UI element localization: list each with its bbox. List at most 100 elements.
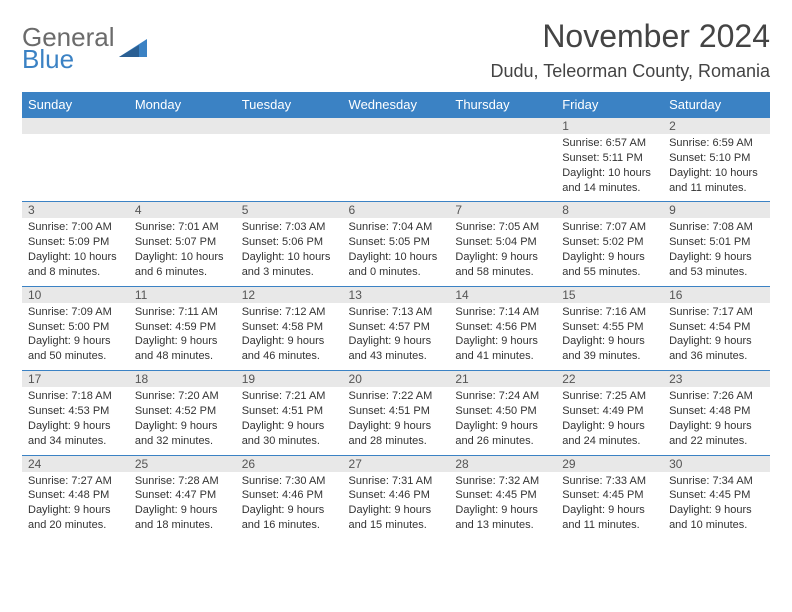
day-number-cell: 17 [22, 371, 129, 388]
day-detail-line: Sunrise: 7:27 AM [28, 474, 123, 489]
day-detail-line: Daylight: 10 hours [349, 250, 444, 265]
day-content-cell: Sunrise: 7:32 AMSunset: 4:45 PMDaylight:… [449, 472, 556, 539]
day-detail-line: Daylight: 9 hours [135, 419, 230, 434]
day-detail-line: and 26 minutes. [455, 434, 550, 449]
day-detail-line: and 30 minutes. [242, 434, 337, 449]
day-detail-line: Daylight: 9 hours [28, 419, 123, 434]
day-detail-line: and 14 minutes. [562, 181, 657, 196]
day-content-cell: Sunrise: 7:34 AMSunset: 4:45 PMDaylight:… [663, 472, 770, 539]
day-detail-line: and 22 minutes. [669, 434, 764, 449]
day-number-cell: 15 [556, 286, 663, 303]
day-content-cell: Sunrise: 7:07 AMSunset: 5:02 PMDaylight:… [556, 218, 663, 286]
day-content-cell: Sunrise: 7:12 AMSunset: 4:58 PMDaylight:… [236, 303, 343, 371]
day-detail-line: Sunset: 4:59 PM [135, 320, 230, 335]
day-detail-line: and 3 minutes. [242, 265, 337, 280]
day-detail-line: Sunset: 4:51 PM [349, 404, 444, 419]
day-detail-line: Sunrise: 7:16 AM [562, 305, 657, 320]
day-detail-line: and 16 minutes. [242, 518, 337, 533]
day-content-cell: Sunrise: 7:03 AMSunset: 5:06 PMDaylight:… [236, 218, 343, 286]
day-detail-line: Daylight: 9 hours [455, 419, 550, 434]
day-detail-line: and 18 minutes. [135, 518, 230, 533]
day-detail-line: Daylight: 9 hours [562, 503, 657, 518]
day-detail-line: Sunrise: 7:21 AM [242, 389, 337, 404]
day-content-cell: Sunrise: 7:22 AMSunset: 4:51 PMDaylight:… [343, 387, 450, 455]
day-number-cell [22, 118, 129, 135]
day-number-cell: 27 [343, 455, 450, 472]
day-detail-line: and 32 minutes. [135, 434, 230, 449]
day-detail-line: and 20 minutes. [28, 518, 123, 533]
day-detail-line: Sunset: 4:56 PM [455, 320, 550, 335]
day-number-cell: 22 [556, 371, 663, 388]
day-content-cell [449, 134, 556, 202]
day-detail-line: Sunrise: 6:57 AM [562, 136, 657, 151]
day-detail-line: Sunset: 5:02 PM [562, 235, 657, 250]
day-detail-line: and 50 minutes. [28, 349, 123, 364]
day-content-cell: Sunrise: 7:30 AMSunset: 4:46 PMDaylight:… [236, 472, 343, 539]
day-detail-line: Sunset: 4:46 PM [349, 488, 444, 503]
day-detail-line: Daylight: 9 hours [455, 503, 550, 518]
week-content-row: Sunrise: 7:18 AMSunset: 4:53 PMDaylight:… [22, 387, 770, 455]
day-details: Sunrise: 7:20 AMSunset: 4:52 PMDaylight:… [129, 387, 236, 452]
day-detail-line: Daylight: 9 hours [242, 419, 337, 434]
logo: General Blue [22, 18, 147, 72]
day-content-cell: Sunrise: 7:16 AMSunset: 4:55 PMDaylight:… [556, 303, 663, 371]
day-detail-line: Daylight: 9 hours [28, 334, 123, 349]
day-detail-line: Sunrise: 7:20 AM [135, 389, 230, 404]
day-detail-line: Sunset: 4:45 PM [669, 488, 764, 503]
day-number-cell: 12 [236, 286, 343, 303]
day-detail-line: Sunset: 4:49 PM [562, 404, 657, 419]
day-number-cell: 7 [449, 202, 556, 219]
day-detail-line: and 6 minutes. [135, 265, 230, 280]
day-detail-line: Daylight: 9 hours [669, 250, 764, 265]
day-detail-line: Sunrise: 7:12 AM [242, 305, 337, 320]
day-details: Sunrise: 7:14 AMSunset: 4:56 PMDaylight:… [449, 303, 556, 368]
day-number-cell: 24 [22, 455, 129, 472]
title-block: November 2024 Dudu, Teleorman County, Ro… [491, 18, 770, 82]
day-detail-line: Sunrise: 7:05 AM [455, 220, 550, 235]
day-number-cell: 30 [663, 455, 770, 472]
day-detail-line: Sunrise: 7:03 AM [242, 220, 337, 235]
day-detail-line: and 46 minutes. [242, 349, 337, 364]
day-detail-line: Sunset: 5:05 PM [349, 235, 444, 250]
day-detail-line: Sunset: 4:48 PM [28, 488, 123, 503]
day-detail-line: Daylight: 9 hours [349, 419, 444, 434]
day-details: Sunrise: 7:05 AMSunset: 5:04 PMDaylight:… [449, 218, 556, 283]
day-number-cell: 11 [129, 286, 236, 303]
day-content-cell: Sunrise: 7:11 AMSunset: 4:59 PMDaylight:… [129, 303, 236, 371]
day-number-cell [343, 118, 450, 135]
week-content-row: Sunrise: 7:09 AMSunset: 5:00 PMDaylight:… [22, 303, 770, 371]
day-detail-line: Daylight: 10 hours [562, 166, 657, 181]
week-daynum-row: 17181920212223 [22, 371, 770, 388]
day-number-cell: 23 [663, 371, 770, 388]
day-details: Sunrise: 7:32 AMSunset: 4:45 PMDaylight:… [449, 472, 556, 537]
day-detail-line: Sunrise: 7:28 AM [135, 474, 230, 489]
day-detail-line: Sunset: 4:45 PM [562, 488, 657, 503]
day-detail-line: Sunrise: 7:01 AM [135, 220, 230, 235]
day-detail-line: Sunrise: 7:22 AM [349, 389, 444, 404]
day-number-cell: 26 [236, 455, 343, 472]
day-number-cell: 3 [22, 202, 129, 219]
day-detail-line: and 11 minutes. [669, 181, 764, 196]
day-number-cell: 9 [663, 202, 770, 219]
day-number-cell: 4 [129, 202, 236, 219]
month-title: November 2024 [491, 18, 770, 55]
day-number-cell [129, 118, 236, 135]
day-detail-line: Sunrise: 7:13 AM [349, 305, 444, 320]
day-content-cell: Sunrise: 6:57 AMSunset: 5:11 PMDaylight:… [556, 134, 663, 202]
day-details: Sunrise: 7:09 AMSunset: 5:00 PMDaylight:… [22, 303, 129, 368]
day-details: Sunrise: 7:34 AMSunset: 4:45 PMDaylight:… [663, 472, 770, 537]
day-details: Sunrise: 7:13 AMSunset: 4:57 PMDaylight:… [343, 303, 450, 368]
day-details: Sunrise: 7:07 AMSunset: 5:02 PMDaylight:… [556, 218, 663, 283]
week-daynum-row: 24252627282930 [22, 455, 770, 472]
header: General Blue November 2024 Dudu, Teleorm… [22, 18, 770, 82]
day-content-cell: Sunrise: 7:13 AMSunset: 4:57 PMDaylight:… [343, 303, 450, 371]
day-content-cell [22, 134, 129, 202]
day-number-cell: 19 [236, 371, 343, 388]
day-details: Sunrise: 7:17 AMSunset: 4:54 PMDaylight:… [663, 303, 770, 368]
day-content-cell: Sunrise: 6:59 AMSunset: 5:10 PMDaylight:… [663, 134, 770, 202]
day-detail-line: Sunset: 4:47 PM [135, 488, 230, 503]
day-content-cell: Sunrise: 7:26 AMSunset: 4:48 PMDaylight:… [663, 387, 770, 455]
day-number-cell: 10 [22, 286, 129, 303]
day-header: Friday [556, 92, 663, 118]
day-detail-line: Daylight: 9 hours [455, 334, 550, 349]
